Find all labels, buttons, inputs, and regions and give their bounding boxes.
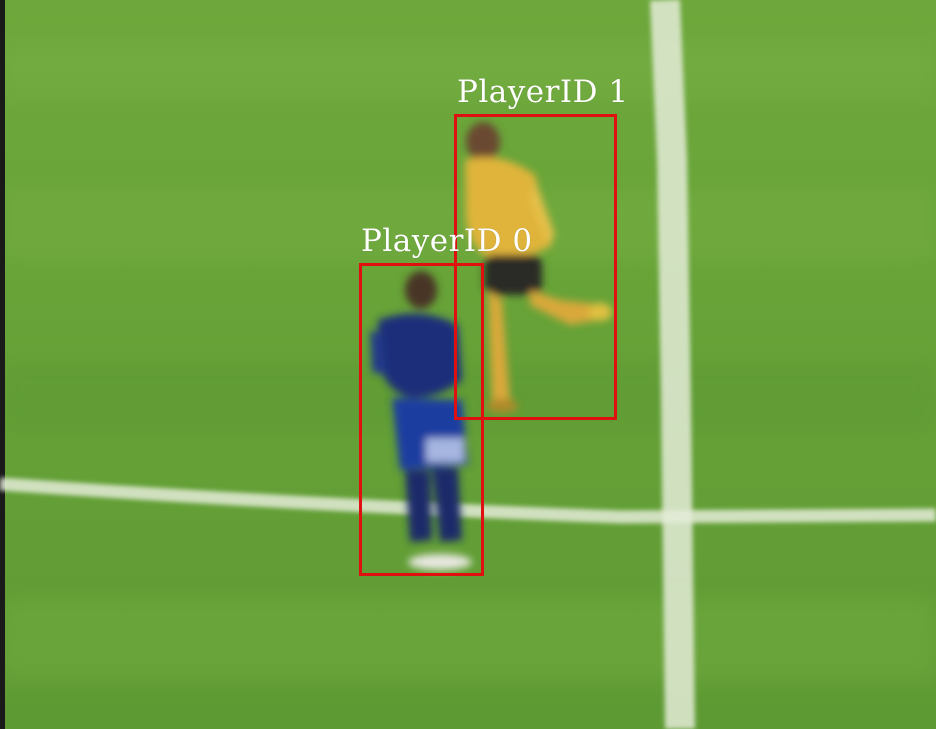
grass-stripes: [0, 40, 936, 680]
player-yellow: [465, 122, 612, 413]
player-1-label: PlayerID 1: [457, 74, 629, 110]
player-0-label: PlayerID 0: [361, 223, 533, 259]
frame-edge: [0, 0, 5, 729]
player-1-bounding-box: [454, 114, 617, 420]
player-blue: [370, 271, 472, 570]
player-0-bounding-box: [359, 263, 484, 576]
